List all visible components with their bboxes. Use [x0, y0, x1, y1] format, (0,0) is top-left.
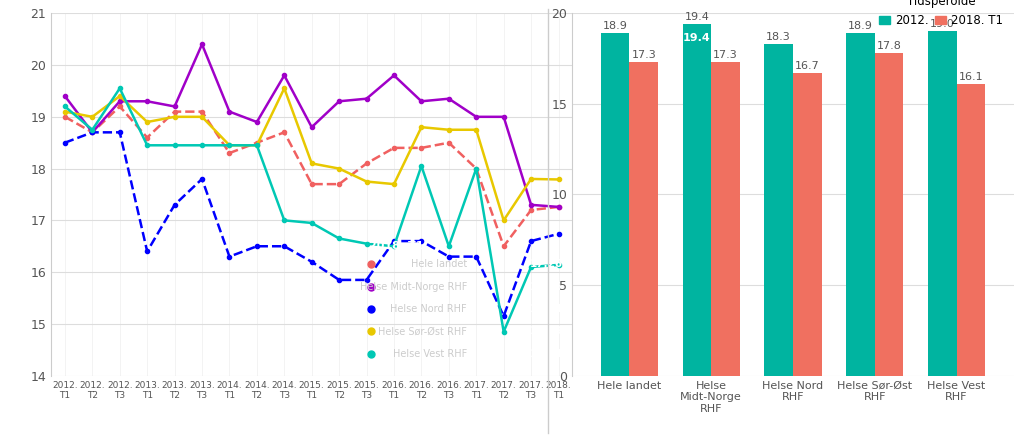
Legend: 2012., 2018. T1: 2012., 2018. T1 — [873, 0, 1008, 31]
Bar — [683, 24, 712, 376]
Bar — [928, 31, 956, 376]
Text: 18.9: 18.9 — [603, 21, 628, 31]
Text: 17.8: 17.8 — [877, 41, 901, 51]
Text: 19.4: 19.4 — [684, 12, 710, 22]
Bar — [793, 73, 821, 376]
Text: 19.4: 19.4 — [683, 33, 711, 43]
Bar — [956, 84, 985, 376]
Text: 19.0: 19.0 — [930, 19, 954, 29]
Text: 16.1: 16.1 — [958, 72, 983, 82]
Bar — [601, 33, 630, 376]
Bar — [712, 62, 740, 376]
Text: 17.3: 17.3 — [632, 50, 656, 60]
Bar — [874, 53, 903, 376]
Legend: Hele landet, Helse Midt-Norge RHF, Helse Nord RHF, Helse Sør-Øst RHF, Helse Vest: Hele landet, Helse Midt-Norge RHF, Helse… — [591, 13, 739, 92]
Text: 17.3: 17.3 — [713, 50, 738, 60]
Text: 18.3: 18.3 — [766, 32, 792, 42]
Text: 18.9: 18.9 — [848, 21, 872, 31]
Bar — [764, 44, 793, 376]
Bar — [630, 62, 658, 376]
Bar — [846, 33, 874, 376]
Text: 16.7: 16.7 — [795, 61, 819, 71]
